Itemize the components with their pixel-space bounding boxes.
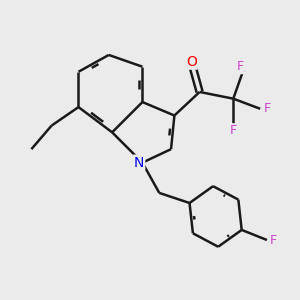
Text: F: F	[263, 102, 271, 115]
Text: F: F	[270, 233, 277, 247]
Text: F: F	[230, 124, 237, 137]
Text: O: O	[186, 55, 197, 69]
Text: F: F	[236, 60, 244, 73]
Text: N: N	[134, 156, 144, 170]
